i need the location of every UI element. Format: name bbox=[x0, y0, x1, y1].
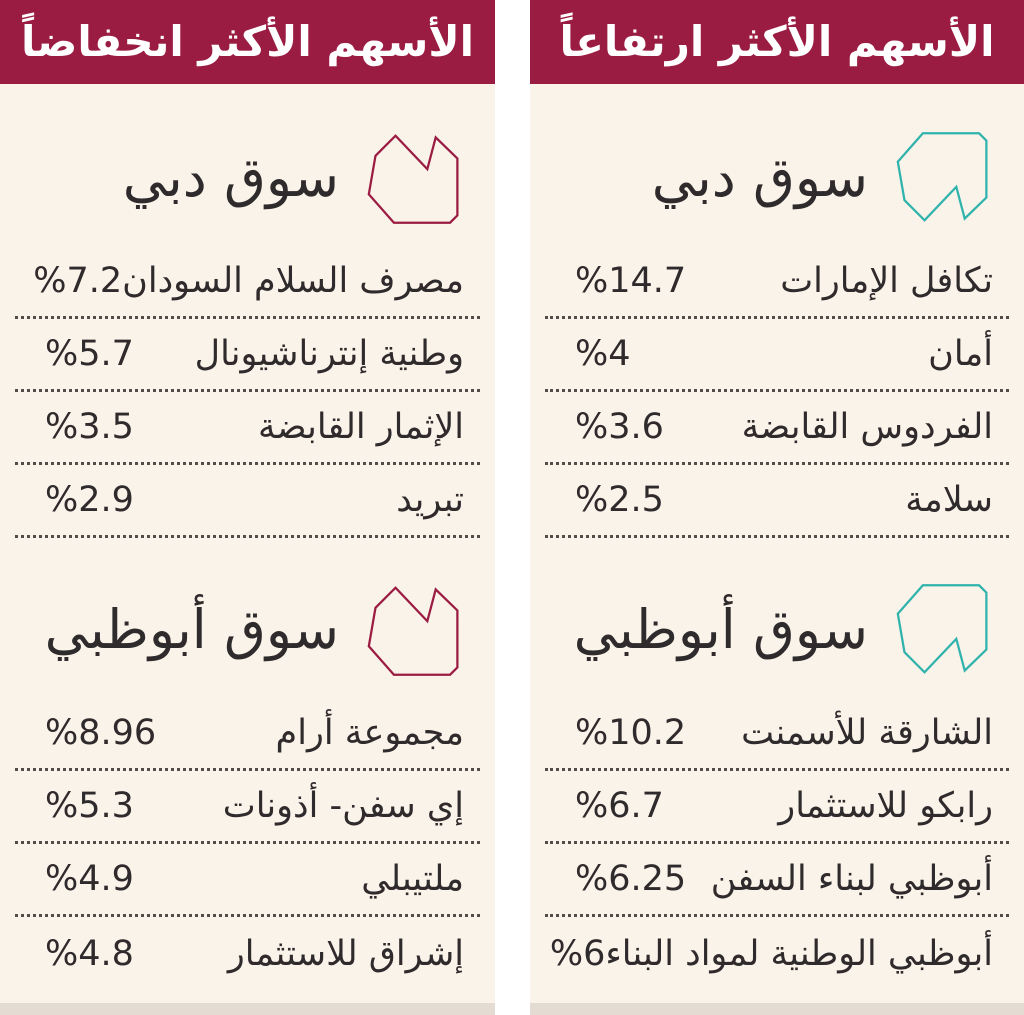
stock-value: %2.5 bbox=[575, 480, 664, 520]
stock-name: تبريد bbox=[396, 480, 464, 520]
stock-name: أبوظبي الوطنية لمواد البناء bbox=[605, 933, 993, 974]
stock-name: وطنية إنترناشيونال bbox=[194, 334, 464, 374]
stock-value: %4 bbox=[575, 334, 631, 374]
market-section-header: سوق أبوظبي bbox=[545, 562, 1009, 698]
stock-value: %2.9 bbox=[45, 480, 134, 520]
gainers-body: سوق دبي تكافل الإمارات %14.7 أمان %4 الف… bbox=[530, 110, 1024, 990]
gainers-panel: الأسهم الأكثر ارتفاعاً سوق دبي تكافل الإ… bbox=[530, 0, 1024, 1015]
stock-list: مجموعة أرام %8.96 إي سفن- أذونات %5.3 مل… bbox=[15, 698, 480, 990]
stock-name: الإثمار القابضة bbox=[258, 407, 464, 447]
stock-value: %5.7 bbox=[45, 334, 134, 374]
stock-name: رابكو للاستثمار bbox=[778, 786, 993, 826]
stock-value: %6.7 bbox=[575, 786, 664, 826]
market-title: سوق دبي bbox=[651, 146, 868, 210]
stock-value: %4.9 bbox=[45, 859, 134, 899]
stock-row: الفردوس القابضة %3.6 bbox=[545, 392, 1009, 465]
market-section-header: سوق دبي bbox=[15, 110, 480, 246]
stock-value: %14.7 bbox=[575, 261, 687, 301]
market-section-header: سوق أبوظبي bbox=[15, 562, 480, 698]
bottom-strip bbox=[530, 1003, 1024, 1015]
stock-row: الإثمار القابضة %3.5 bbox=[15, 392, 480, 465]
stock-value: %4.8 bbox=[45, 933, 134, 974]
stock-value: %8.96 bbox=[45, 713, 157, 753]
stock-row: أبوظبي لبناء السفن %6.25 bbox=[545, 844, 1009, 917]
bottom-strip bbox=[0, 1003, 495, 1015]
stock-name: ملتيبلي bbox=[361, 859, 464, 899]
losers-title: الأسهم الأكثر انخفاضاً bbox=[20, 17, 475, 66]
trend-up-arrow-icon bbox=[896, 584, 988, 674]
stock-name: الفردوس القابضة bbox=[741, 407, 993, 447]
stock-value: %3.5 bbox=[45, 407, 134, 447]
market-title: سوق أبوظبي bbox=[44, 598, 339, 662]
stock-name: سلامة bbox=[905, 480, 993, 520]
trend-down-arrow-icon bbox=[367, 134, 459, 224]
gainers-header: الأسهم الأكثر ارتفاعاً bbox=[530, 0, 1024, 84]
stock-row: إشراق للاستثمار %4.8 bbox=[15, 917, 480, 990]
losers-header: الأسهم الأكثر انخفاضاً bbox=[0, 0, 495, 84]
trend-down-arrow-icon bbox=[367, 586, 459, 676]
stock-row: مصرف السلام السودان %7.2 bbox=[15, 246, 480, 319]
stock-value: %6.25 bbox=[575, 859, 687, 899]
stock-value: %10.2 bbox=[575, 713, 687, 753]
stock-row: مجموعة أرام %8.96 bbox=[15, 698, 480, 771]
market-title: سوق دبي bbox=[122, 146, 339, 210]
stock-value: %7.2 bbox=[33, 261, 123, 301]
stock-name: الشارقة للأسمنت bbox=[741, 713, 993, 753]
losers-body: سوق دبي مصرف السلام السودان %7.2 وطنية إ… bbox=[0, 110, 495, 990]
stock-row: وطنية إنترناشيونال %5.7 bbox=[15, 319, 480, 392]
stock-value: %5.3 bbox=[45, 786, 134, 826]
stock-name: أمان bbox=[928, 334, 993, 374]
stock-name: إشراق للاستثمار bbox=[227, 933, 464, 974]
stock-row: أبوظبي الوطنية لمواد البناء %6 bbox=[545, 917, 1009, 990]
stock-list: تكافل الإمارات %14.7 أمان %4 الفردوس الق… bbox=[545, 246, 1009, 538]
market-section-header: سوق دبي bbox=[545, 110, 1009, 246]
stock-row: تبريد %2.9 bbox=[15, 465, 480, 538]
losers-dubai-section: سوق دبي مصرف السلام السودان %7.2 وطنية إ… bbox=[15, 110, 480, 538]
stock-row: إي سفن- أذونات %5.3 bbox=[15, 771, 480, 844]
trend-up-arrow-icon bbox=[896, 132, 988, 222]
stock-list: مصرف السلام السودان %7.2 وطنية إنترناشيو… bbox=[15, 246, 480, 538]
stock-name: أبوظبي لبناء السفن bbox=[710, 859, 993, 899]
stock-row: أمان %4 bbox=[545, 319, 1009, 392]
gainers-title: الأسهم الأكثر ارتفاعاً bbox=[559, 17, 995, 66]
market-title: سوق أبوظبي bbox=[573, 598, 868, 662]
stock-row: تكافل الإمارات %14.7 bbox=[545, 246, 1009, 319]
stock-name: مصرف السلام السودان bbox=[122, 261, 464, 301]
losers-abudhabi-section: سوق أبوظبي مجموعة أرام %8.96 إي سفن- أذو… bbox=[15, 562, 480, 990]
stock-row: سلامة %2.5 bbox=[545, 465, 1009, 538]
stock-row: رابكو للاستثمار %6.7 bbox=[545, 771, 1009, 844]
gainers-abudhabi-section: سوق أبوظبي الشارقة للأسمنت %10.2 رابكو ل… bbox=[545, 562, 1009, 990]
stock-value: %3.6 bbox=[575, 407, 664, 447]
stock-list: الشارقة للأسمنت %10.2 رابكو للاستثمار %6… bbox=[545, 698, 1009, 990]
stock-name: مجموعة أرام bbox=[275, 713, 464, 753]
gainers-dubai-section: سوق دبي تكافل الإمارات %14.7 أمان %4 الف… bbox=[545, 110, 1009, 538]
stock-row: الشارقة للأسمنت %10.2 bbox=[545, 698, 1009, 771]
losers-panel: الأسهم الأكثر انخفاضاً سوق دبي مصرف السل… bbox=[0, 0, 495, 1015]
stock-value: %6 bbox=[549, 933, 606, 974]
stock-name: إي سفن- أذونات bbox=[222, 786, 464, 826]
stock-row: ملتيبلي %4.9 bbox=[15, 844, 480, 917]
stock-name: تكافل الإمارات bbox=[780, 261, 993, 301]
